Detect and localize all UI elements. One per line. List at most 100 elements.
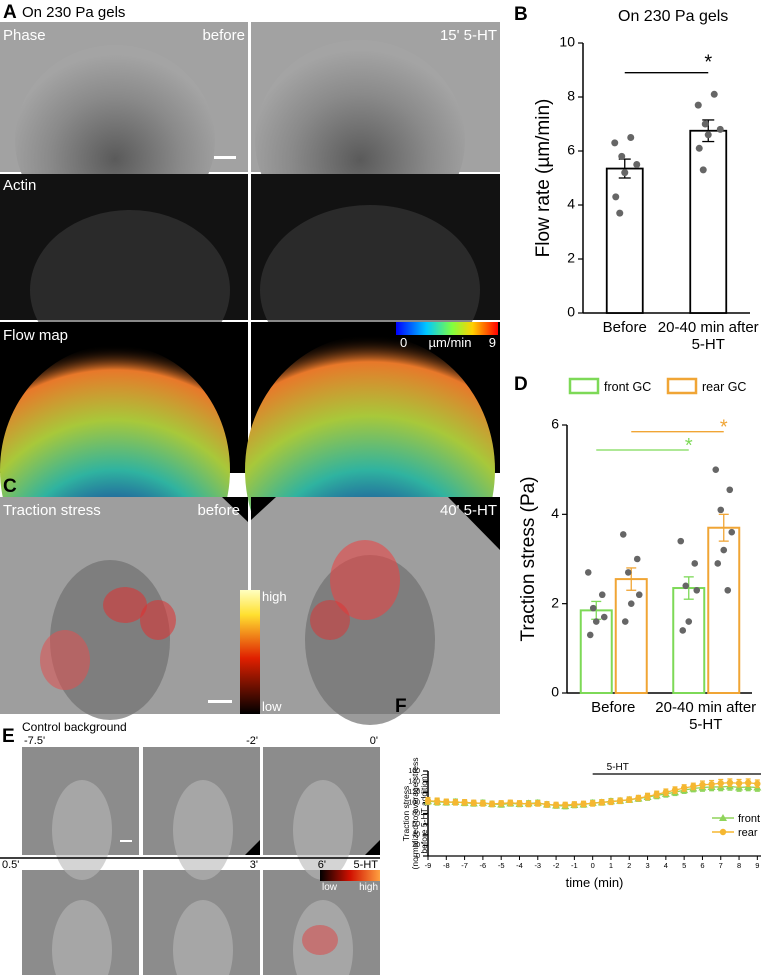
y-tick-label: 4 xyxy=(567,196,575,212)
marker xyxy=(507,799,514,807)
x-tick-label: 9 xyxy=(755,861,759,870)
marker xyxy=(635,794,642,802)
data-point xyxy=(624,569,632,576)
data-point xyxy=(685,618,693,625)
panel-label: F xyxy=(395,696,407,717)
legend-swatch xyxy=(666,377,698,395)
x-tick-label: -8 xyxy=(443,861,450,870)
data-point xyxy=(618,152,626,160)
data-point xyxy=(621,618,629,625)
colorbar xyxy=(240,590,260,714)
data-point xyxy=(589,604,597,612)
marker xyxy=(708,781,715,788)
x-tick-label: -7 xyxy=(461,861,468,870)
data-point xyxy=(627,134,635,141)
chart-title: On 230 Pa gels xyxy=(618,8,728,25)
legend-swatch xyxy=(568,377,600,395)
x-tick-label: 0 xyxy=(591,861,595,870)
x-tick-label: 8 xyxy=(737,861,741,870)
y-tick-label: 140 xyxy=(408,778,420,785)
y-tick-label: 6 xyxy=(567,142,575,158)
x-axis-label: time (min) xyxy=(566,875,624,890)
x-tick-label-box: 20-40 min after 5-HT xyxy=(655,699,757,733)
stress-spot xyxy=(103,587,147,623)
time-label: 6' xyxy=(318,859,326,871)
traction-images xyxy=(0,497,500,725)
marker xyxy=(461,799,468,806)
marker xyxy=(571,801,578,808)
cell xyxy=(173,900,233,980)
x-tick-label: -6 xyxy=(480,861,487,870)
time-label: -2' xyxy=(246,735,258,747)
panel-title: Traction stress xyxy=(3,502,101,519)
marker xyxy=(516,800,523,807)
y-axis-label: Traction stress xyxy=(401,786,411,841)
marker xyxy=(744,779,752,786)
column-label: before xyxy=(197,502,240,519)
x-tick-label: -2 xyxy=(553,861,560,870)
data-point xyxy=(726,486,734,494)
significance-label: * xyxy=(704,52,712,74)
legend-label: rear xyxy=(738,827,758,839)
x-tick-label: 20-40 min after 5-HT xyxy=(655,699,757,733)
data-point xyxy=(619,531,627,538)
y-tick-label: 0 xyxy=(567,304,575,320)
y-tick-label: 40 xyxy=(412,832,420,839)
data-point xyxy=(691,560,699,567)
control-images xyxy=(0,747,380,980)
panel-label: C xyxy=(3,476,17,497)
marker xyxy=(543,801,551,808)
y-tick-label: 10 xyxy=(559,34,575,50)
data-point xyxy=(712,466,720,473)
x-tick-label: 20-40 min after 5-HT xyxy=(657,319,759,353)
stress-spot xyxy=(330,540,400,620)
stress-spot xyxy=(140,600,176,640)
y-tick-label: 160 xyxy=(408,768,420,775)
marker xyxy=(488,800,496,808)
data-point xyxy=(717,506,725,514)
y-tick-label: 4 xyxy=(551,505,559,521)
data-point xyxy=(598,591,606,599)
time-label: 0' xyxy=(370,735,378,747)
cell xyxy=(293,780,353,880)
x-tick-label: 4 xyxy=(664,861,668,870)
scale-bar xyxy=(208,700,232,703)
data-point xyxy=(724,586,732,594)
data-point xyxy=(710,90,718,98)
y-tick-label: 6 xyxy=(551,416,559,432)
panel-title: Control background xyxy=(22,720,127,734)
y-tick-label: 60 xyxy=(412,821,420,828)
x-tick-label: Before xyxy=(591,699,636,716)
data-point xyxy=(612,193,620,201)
marker xyxy=(680,784,688,792)
legend-label: front xyxy=(738,813,760,825)
y-tick-label: 120 xyxy=(408,789,420,796)
significance-label: * xyxy=(720,417,728,439)
y-axis-label: before 5-HT addition) xyxy=(419,773,429,853)
panel-label: A xyxy=(3,2,17,23)
legend-label: front GC xyxy=(604,380,651,394)
marker xyxy=(690,783,697,790)
data-point xyxy=(682,582,690,590)
marker xyxy=(653,791,660,798)
panel-title: On 230 Pa gels xyxy=(22,4,125,21)
marker xyxy=(479,800,487,807)
data-point xyxy=(633,161,641,168)
scale-bar xyxy=(120,840,132,842)
time-label: 0.5' xyxy=(2,859,19,871)
bar xyxy=(614,578,648,694)
time-label: 3' xyxy=(250,859,258,871)
x-tick-label: -5 xyxy=(498,861,505,870)
marker xyxy=(644,793,651,800)
cell xyxy=(52,900,112,980)
colorbar xyxy=(396,322,498,335)
cell xyxy=(52,780,112,880)
column-label: 15' 5-HT xyxy=(440,27,497,44)
data-point xyxy=(635,591,643,599)
marker xyxy=(717,780,724,787)
marker xyxy=(699,781,706,789)
y-tick-label: 20 xyxy=(412,842,420,849)
data-point xyxy=(716,125,724,133)
x-tick-label-box: Before xyxy=(591,699,636,716)
